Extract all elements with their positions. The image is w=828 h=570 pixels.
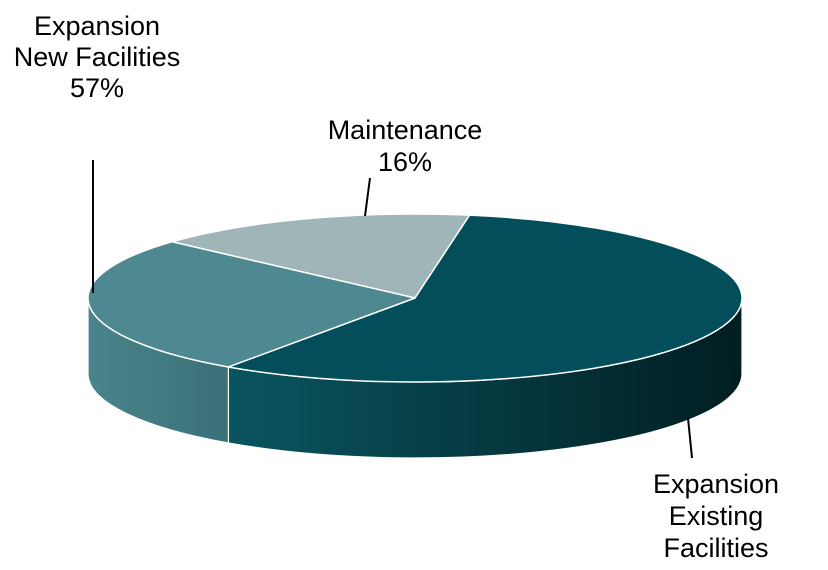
slice-label-expansion-existing-facilities: ExpansionExistingFacilities27% <box>653 469 779 570</box>
slice-label-maintenance: Maintenance 16% <box>328 115 483 177</box>
leader-lines <box>92 160 693 459</box>
slice-maintenance <box>171 213 471 299</box>
slice-labels: Maintenance 16% Expansion New Facilities 57%… <box>14 11 779 570</box>
slice-expansion-existing-facilities <box>87 241 416 368</box>
leader-line-maintenance <box>364 177 371 217</box>
pie-top-layer <box>87 213 743 383</box>
leader-line-expansion-existing-facilities <box>687 417 693 459</box>
slice-expansion-new-facilities <box>227 214 743 383</box>
slice-label-expansion-new-facilities: Expansion New Facilities 57% <box>14 11 181 103</box>
